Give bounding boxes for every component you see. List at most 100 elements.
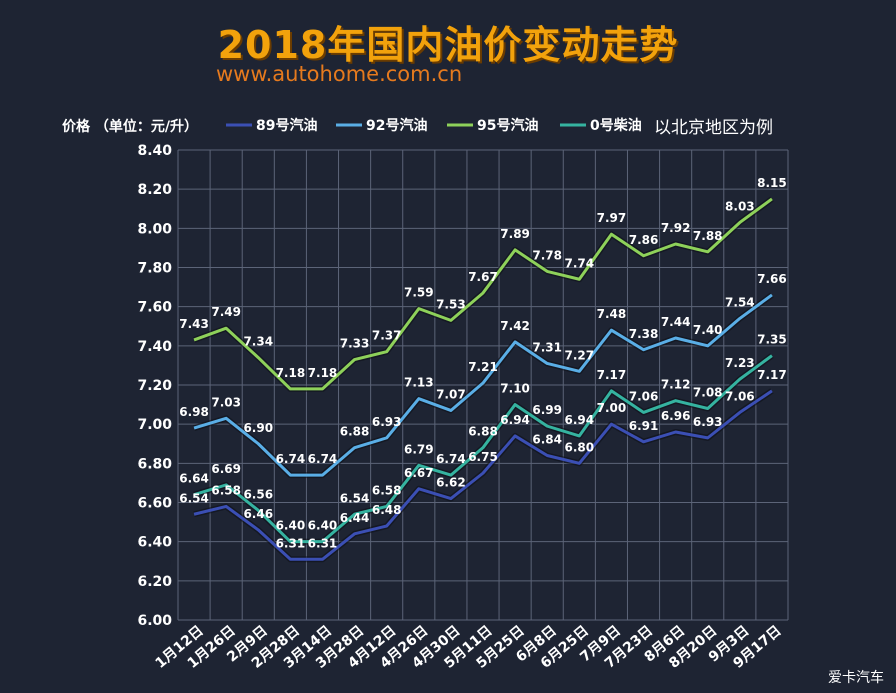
- data-label: 6.54: [340, 491, 370, 505]
- data-label: 7.86: [629, 233, 659, 247]
- data-label: 6.93: [372, 415, 402, 429]
- chart-title: 2018年国内油价变动走势: [217, 23, 679, 67]
- data-label: 7.23: [725, 356, 755, 370]
- data-label: 6.74: [436, 452, 466, 466]
- y-tick-label: 8.20: [137, 182, 172, 198]
- y-axis-label: 价格 （单位：元/升）: [62, 119, 198, 135]
- data-label: 7.53: [436, 297, 466, 311]
- data-label: 6.94: [565, 413, 595, 427]
- data-label: 7.37: [372, 329, 402, 343]
- data-label: 7.88: [693, 229, 723, 243]
- data-label: 7.33: [340, 337, 370, 351]
- data-label: 6.40: [308, 519, 338, 533]
- data-label: 7.13: [404, 376, 434, 390]
- data-label: 6.64: [179, 472, 209, 486]
- data-label: 7.43: [179, 317, 209, 331]
- data-label: 7.08: [693, 386, 723, 400]
- data-label: 6.56: [243, 487, 273, 501]
- site-url: www.autohome.com.cn: [216, 62, 463, 86]
- y-tick-label: 7.20: [137, 378, 172, 394]
- y-tick-label: 7.80: [137, 261, 172, 277]
- data-label: 7.03: [211, 395, 241, 409]
- y-tick-label: 6.00: [137, 613, 172, 629]
- data-label: 7.40: [693, 323, 723, 337]
- y-tick-label: 7.00: [137, 417, 172, 433]
- data-label: 7.54: [725, 295, 755, 309]
- data-label: 7.31: [532, 340, 562, 354]
- data-label: 7.48: [597, 307, 627, 321]
- legend-label: 0号柴油: [590, 117, 642, 134]
- data-label: 6.98: [179, 405, 209, 419]
- region-note: 以北京地区为例: [654, 118, 773, 138]
- watermark: 爱卡汽车: [828, 670, 884, 686]
- data-label: 7.12: [661, 378, 691, 392]
- series-line: [193, 389, 773, 561]
- data-label: 6.96: [661, 409, 691, 423]
- legend-label: 92号汽油: [366, 117, 427, 134]
- data-label: 7.07: [436, 387, 466, 401]
- data-label: 7.18: [308, 366, 338, 380]
- data-label: 7.35: [757, 333, 787, 347]
- data-label: 6.62: [436, 476, 466, 490]
- data-label: 6.58: [372, 483, 402, 497]
- series-line: [193, 354, 773, 544]
- data-label: 6.74: [276, 452, 306, 466]
- data-label: 6.79: [404, 442, 434, 456]
- data-label: 6.88: [340, 425, 370, 439]
- y-tick-label: 7.60: [137, 300, 172, 316]
- data-label: 7.10: [500, 382, 530, 396]
- y-tick-label: 6.80: [137, 456, 172, 472]
- data-label: 6.31: [276, 536, 306, 550]
- data-label: 7.38: [629, 327, 659, 341]
- data-label: 6.58: [211, 483, 241, 497]
- y-tick-label: 8.40: [137, 143, 172, 159]
- y-tick-label: 6.60: [137, 496, 172, 512]
- data-label: 6.69: [211, 462, 241, 476]
- legend-label: 89号汽油: [256, 117, 317, 134]
- data-label: 6.40: [276, 519, 306, 533]
- data-label: 7.06: [629, 389, 659, 403]
- data-label: 7.78: [532, 248, 562, 262]
- data-label: 7.67: [468, 270, 498, 284]
- series-line: [193, 197, 773, 391]
- data-label: 6.88: [468, 425, 498, 439]
- data-label: 6.84: [532, 433, 562, 447]
- data-label: 7.89: [500, 227, 530, 241]
- y-tick-label: 6.40: [137, 535, 172, 551]
- data-label: 7.34: [243, 335, 273, 349]
- data-label: 6.67: [404, 466, 434, 480]
- data-label: 6.93: [693, 415, 723, 429]
- data-label: 7.18: [276, 366, 306, 380]
- data-label: 8.03: [725, 199, 755, 213]
- data-label: 6.94: [500, 413, 530, 427]
- data-label: 6.48: [372, 503, 402, 517]
- data-label: 6.46: [243, 507, 273, 521]
- data-label: 7.17: [597, 368, 627, 382]
- data-label: 6.74: [308, 452, 338, 466]
- data-label: 7.27: [565, 348, 595, 362]
- data-label: 7.42: [500, 319, 530, 333]
- data-label: 6.99: [532, 403, 562, 417]
- y-tick-label: 8.00: [137, 221, 172, 237]
- y-tick-label: 6.20: [137, 574, 172, 590]
- data-label: 7.92: [661, 221, 691, 235]
- data-label: 7.17: [757, 368, 787, 382]
- data-label: 6.90: [243, 421, 273, 435]
- data-label: 7.66: [757, 272, 787, 286]
- data-label: 6.31: [308, 536, 338, 550]
- data-label: 7.74: [565, 256, 595, 270]
- legend-label: 95号汽油: [477, 117, 538, 134]
- data-label: 7.21: [468, 360, 498, 374]
- data-label: 7.59: [404, 286, 434, 300]
- data-label: 6.44: [340, 511, 370, 525]
- data-label: 6.54: [179, 491, 209, 505]
- series-line: [193, 293, 773, 477]
- data-label: 7.49: [211, 305, 241, 319]
- y-tick-label: 7.40: [137, 339, 172, 355]
- data-label: 7.06: [725, 389, 755, 403]
- data-label: 7.00: [597, 401, 627, 415]
- data-label: 7.97: [597, 211, 627, 225]
- data-label: 6.75: [468, 450, 498, 464]
- data-label: 8.15: [757, 176, 787, 190]
